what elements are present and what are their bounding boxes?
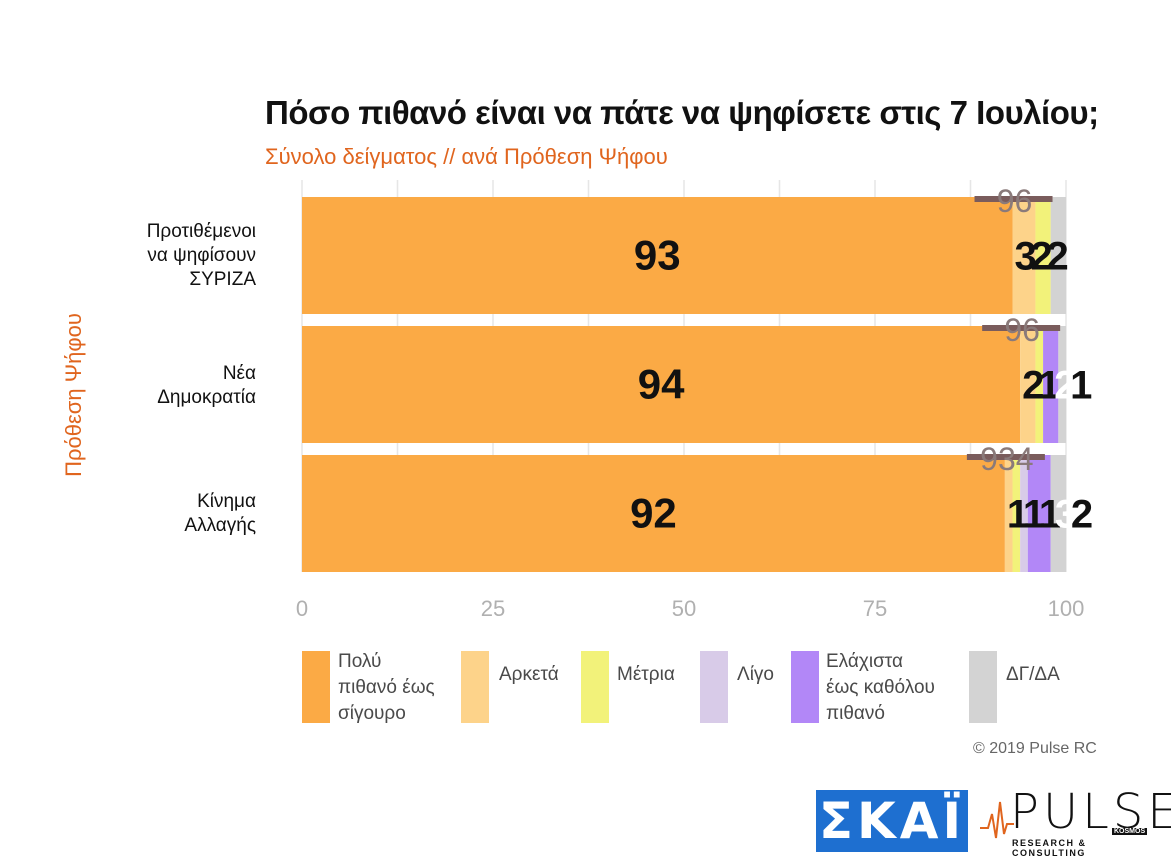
- data-label: 2: [1031, 235, 1053, 279]
- legend-swatch: [791, 651, 819, 723]
- bar-segment: [1035, 197, 1051, 314]
- bar-segment: [1020, 326, 1036, 443]
- x-tick-label: 50: [672, 596, 696, 621]
- chart-subtitle: Σύνολο δείγματος // ανά Πρόθεση Ψήφου: [265, 144, 668, 169]
- skai-logo: ΣΚΑΪ: [816, 790, 968, 852]
- chart-title: Πόσο πιθανό είναι να πάτε να ψηφίσετε στ…: [265, 94, 1099, 131]
- bar-segment: [1020, 455, 1028, 572]
- legend-label: Λίγο: [737, 664, 774, 685]
- data-label: 3: [1015, 235, 1037, 279]
- pulse-logo: PULSE KOSMOS RESEARCH & CONSULTING: [980, 784, 1171, 858]
- category-label-kinal: Κίνημα Αλλαγής: [184, 491, 256, 536]
- pulse-wave-icon: [980, 801, 1014, 839]
- legend-swatch: [461, 651, 489, 723]
- bar-segment: [302, 326, 1021, 443]
- bar-segment: [1012, 197, 1036, 314]
- legend-label: ΔΓ/ΔΑ: [1006, 664, 1060, 685]
- data-label: 2: [1071, 493, 1093, 537]
- bar-segment: [1012, 455, 1021, 572]
- sum-label: 96: [997, 183, 1033, 219]
- data-label: 93: [634, 232, 681, 279]
- data-label: 2: [1054, 364, 1076, 408]
- copyright-text: © 2019 Pulse RC: [973, 740, 1097, 757]
- x-tick-label: 75: [863, 596, 887, 621]
- bar-segment: [302, 197, 1013, 314]
- data-label: 94: [638, 361, 685, 408]
- bar-segment: [1043, 326, 1059, 443]
- bar-segment: [1035, 326, 1044, 443]
- data-label: 3: [1055, 493, 1077, 537]
- legend-swatch: [969, 651, 997, 723]
- data-label: 1: [1039, 493, 1061, 537]
- data-label: 1: [1038, 364, 1060, 408]
- sum-label: 96: [1004, 312, 1040, 348]
- data-label: 1: [1070, 364, 1092, 408]
- legend-label: Ελάχιστα έως καθόλου πιθανό: [826, 651, 935, 724]
- x-tick-label: 25: [481, 596, 505, 621]
- bar-segment: [1050, 455, 1066, 572]
- legend-label: Μέτρια: [617, 664, 675, 685]
- legend-swatch: [302, 651, 330, 723]
- bar-segment: [1004, 455, 1013, 572]
- x-tick-label: 0: [296, 596, 308, 621]
- bar-segment: [1058, 326, 1066, 443]
- data-label: 1: [1023, 493, 1045, 537]
- data-label: 2: [1022, 364, 1044, 408]
- pulse-logo-subtitle: RESEARCH & CONSULTING: [1012, 838, 1087, 858]
- category-label-nd: Νέα Δημοκρατία: [157, 363, 256, 408]
- legend-swatch: [700, 651, 728, 723]
- legend-label: Πολύ πιθανό έως σίγουρο: [338, 651, 435, 724]
- legend-label: Αρκετά: [499, 664, 559, 685]
- pulse-logo-badge: KOSMOS: [1112, 828, 1148, 835]
- bar-segment: [1050, 197, 1066, 314]
- data-label: 92: [630, 490, 677, 537]
- stacked-bar-chart: PULSERESEARCH & CONSULTING93322969421219…: [296, 180, 1093, 621]
- x-tick-label: 100: [1048, 596, 1085, 621]
- bar-segment: [302, 455, 1005, 572]
- legend-swatch: [581, 651, 609, 723]
- data-label: 2: [1047, 235, 1069, 279]
- data-label: 1: [1007, 493, 1029, 537]
- category-label-syriza: Προτιθέμενοι να ψηφίσουν ΣΥΡΙΖΑ: [146, 221, 256, 290]
- bar-segment: [1027, 455, 1051, 572]
- sum-label: 934: [980, 441, 1033, 477]
